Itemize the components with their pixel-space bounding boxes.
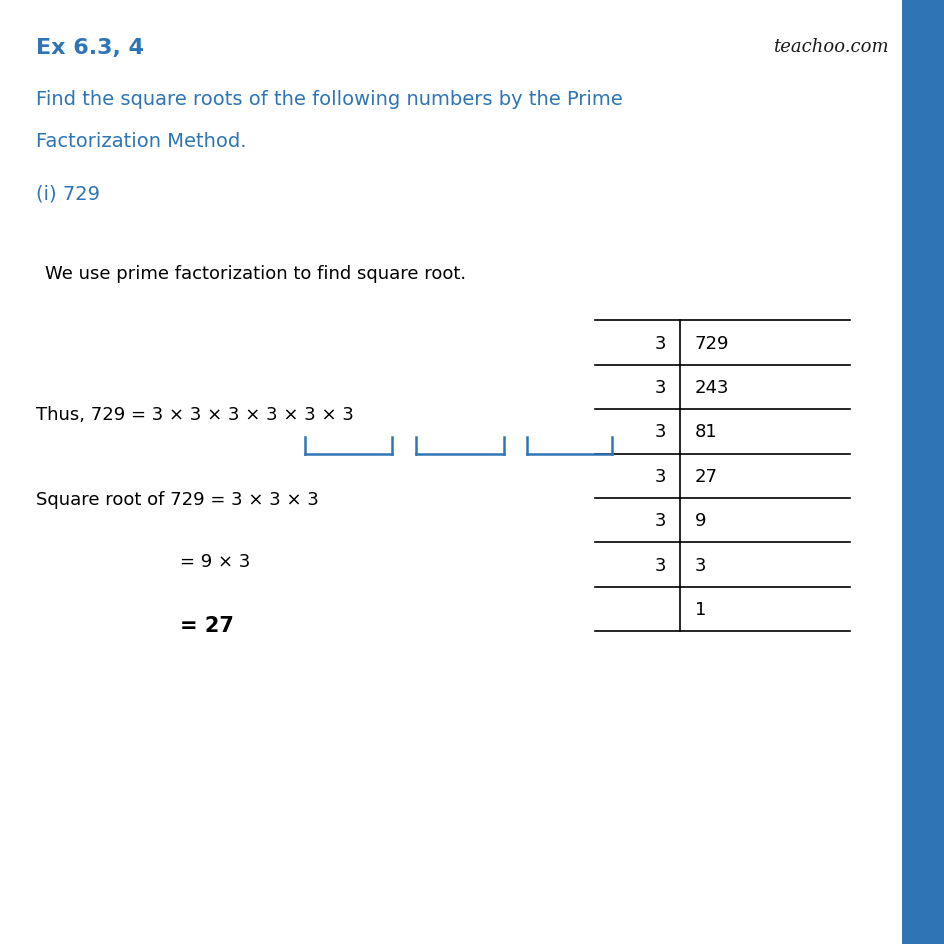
Text: (i) 729: (i) 729 xyxy=(36,184,100,203)
Text: 1: 1 xyxy=(694,600,705,618)
Text: Square root of 729 = 3 × 3 × 3: Square root of 729 = 3 × 3 × 3 xyxy=(36,491,318,509)
Text: 3: 3 xyxy=(694,556,705,574)
Text: teachoo.com: teachoo.com xyxy=(772,38,887,56)
Text: 3: 3 xyxy=(654,379,666,396)
Text: 3: 3 xyxy=(654,467,666,485)
Text: Ex 6.3, 4: Ex 6.3, 4 xyxy=(36,38,143,58)
Text: 729: 729 xyxy=(694,334,729,352)
Text: 9: 9 xyxy=(694,512,705,530)
Text: 3: 3 xyxy=(654,334,666,352)
Text: Find the square roots of the following numbers by the Prime: Find the square roots of the following n… xyxy=(36,90,622,109)
Text: = 27: = 27 xyxy=(179,615,233,635)
Text: We use prime factorization to find square root.: We use prime factorization to find squar… xyxy=(45,264,466,282)
Text: 3: 3 xyxy=(654,423,666,441)
Text: 3: 3 xyxy=(654,556,666,574)
Bar xyxy=(902,0,944,944)
Text: = 9 × 3: = 9 × 3 xyxy=(179,552,249,570)
Text: Factorization Method.: Factorization Method. xyxy=(36,132,246,151)
Text: 27: 27 xyxy=(694,467,716,485)
Text: 81: 81 xyxy=(694,423,716,441)
Text: 243: 243 xyxy=(694,379,729,396)
Text: 3: 3 xyxy=(654,512,666,530)
Text: Thus, 729 = 3 × 3 × 3 × 3 × 3 × 3: Thus, 729 = 3 × 3 × 3 × 3 × 3 × 3 xyxy=(36,406,353,424)
